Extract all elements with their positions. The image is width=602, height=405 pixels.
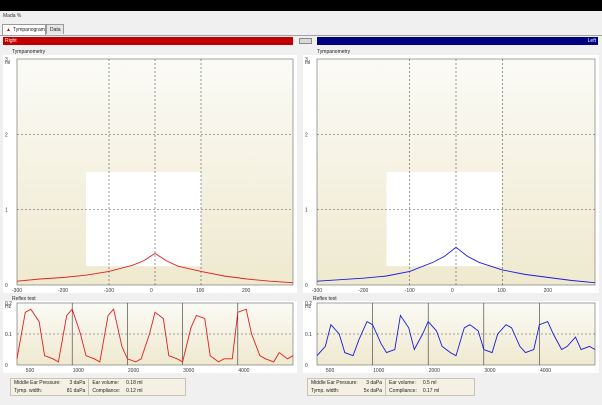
- x-tick-label: 1000: [373, 368, 384, 373]
- x-tick-label: 2000: [429, 368, 440, 373]
- y-tick-label: 2: [305, 132, 308, 138]
- x-tick-label: -100: [104, 288, 114, 293]
- y-unit-label: ml: [5, 60, 10, 66]
- tab-strip: ▲ Tympanogram Data: [0, 21, 602, 36]
- series-line: [316, 246, 596, 284]
- left-tymp-width-value: 5x daPa: [360, 387, 387, 395]
- x-tick-label: -200: [358, 288, 368, 293]
- x-tick-label: 4000: [540, 368, 551, 373]
- right-tymp-title: Tympanometry: [12, 49, 46, 55]
- left-compliance-value: 0.17 ml: [422, 388, 440, 394]
- x-tick-label: 1000: [73, 368, 84, 373]
- right-ear-volume-label: Ear volume:: [92, 380, 120, 386]
- x-tick-label: 200: [242, 288, 251, 293]
- left-reflex-title: Reflex test: [313, 296, 337, 302]
- right-ear-label: Right: [5, 38, 17, 44]
- right-reflex-chart: 0 0.1 0.2Hz 500 1000 2000 3000 4000: [3, 301, 297, 373]
- x-tick-label: 200: [544, 288, 553, 293]
- y-tick-label: 1: [305, 208, 308, 214]
- x-tick-label: -200: [58, 288, 68, 293]
- y-tick-label: 3: [5, 57, 8, 63]
- y-tick-label: 0: [305, 283, 308, 289]
- series-line: [16, 252, 294, 284]
- ear-toggle-button[interactable]: [299, 38, 312, 44]
- left-tymp-plot: 0 1 2 3ml -300 -200 -100 0 100 200: [305, 57, 596, 293]
- right-compliance-label: Compliance:: [92, 388, 121, 394]
- tab-tympanogram-label: Tympanogram: [12, 27, 45, 33]
- left-ear-volume-value: 0.5 ml: [422, 380, 437, 386]
- x-tick-label: -300: [312, 288, 322, 293]
- x-tick-label: -300: [12, 288, 22, 293]
- y-tick-label: 0.2: [5, 301, 12, 307]
- left-reflex-chart: 0 0.1 0.2Hz 500 1000 2000 3000 4000: [303, 301, 599, 373]
- right-tymp-chart: 0 1 2 3ml -300 -200 -100 0 100 200: [3, 55, 297, 293]
- x-tick-label: 3000: [183, 368, 194, 373]
- y-tick-label: 0.1: [5, 332, 12, 338]
- y-tick-label: 0.2: [305, 301, 312, 307]
- y-tick-label: 0: [5, 363, 8, 369]
- window-title: Mada %: [3, 13, 22, 19]
- y-tick-label: 2: [5, 132, 8, 138]
- left-results-table: Middle Ear Pressure: 3 daPa Ear volume: …: [307, 378, 475, 396]
- measurement-window: [386, 172, 503, 267]
- series-line: [316, 314, 596, 357]
- x-tick-label: 2000: [128, 368, 139, 373]
- right-tymp-plot: 0 1 2 3ml -300 -200 -100 0 100 200: [5, 57, 294, 293]
- x-tick-label: 0: [150, 288, 153, 293]
- y-tick-label: 3: [305, 57, 308, 63]
- menu-bar: Mada %: [0, 11, 602, 21]
- left-tymp-chart: 0 1 2 3ml -300 -200 -100 0 100 200: [303, 55, 599, 293]
- tab-tympanogram[interactable]: ▲ Tympanogram: [2, 24, 46, 35]
- right-results-table: Middle Ear Pressure: 3 daPa Ear volume: …: [10, 378, 186, 396]
- y-unit-label: ml: [305, 60, 310, 66]
- left-tymp-title: Tympanometry: [317, 49, 351, 55]
- right-ear-bar[interactable]: Right: [3, 37, 293, 45]
- x-tick-label: 100: [497, 288, 506, 293]
- left-mep-label: Middle Ear Pressure:: [311, 380, 358, 386]
- x-tick-label: -100: [405, 288, 415, 293]
- tympanogram-icon: ▲: [6, 27, 11, 33]
- right-mep-value: 3 daPa: [63, 379, 90, 387]
- x-tick-label: 100: [196, 288, 205, 293]
- x-tick-label: 3000: [484, 368, 495, 373]
- y-tick-label: 1: [5, 208, 8, 214]
- measurement-window: [86, 172, 201, 267]
- right-tymp-width-value: 81 daPa: [63, 387, 90, 395]
- right-reflex-title: Reflex test: [12, 296, 36, 302]
- y-tick-label: 0: [5, 283, 8, 289]
- y-unit-label: Hz: [305, 304, 312, 310]
- y-unit-label: Hz: [5, 304, 12, 310]
- x-tick-label: 0: [451, 288, 454, 293]
- window-title-bar: [0, 0, 602, 11]
- tab-data[interactable]: Data: [46, 24, 64, 34]
- x-tick-label: 4000: [238, 368, 249, 373]
- left-tymp-width-label: Tymp. width:: [311, 388, 340, 394]
- tab-data-label: Data: [50, 27, 61, 33]
- left-mep-value: 3 daPa: [360, 379, 387, 387]
- y-tick-label: 0.1: [305, 332, 312, 338]
- left-ear-volume-label: Ear volume:: [389, 380, 416, 386]
- x-tick-label: 500: [26, 368, 35, 373]
- right-ear-volume-value: 0.18 ml: [126, 380, 143, 386]
- left-ear-label: Left: [587, 38, 596, 44]
- x-tick-label: 500: [326, 368, 335, 373]
- right-tymp-width-label: Tymp. width:: [14, 388, 43, 394]
- left-reflex-plot: 0 0.1 0.2Hz 500 1000 2000 3000 4000: [305, 301, 596, 373]
- right-reflex-plot: 0 0.1 0.2Hz 500 1000 2000 3000 4000: [5, 301, 294, 373]
- left-compliance-label: Compliance:: [389, 388, 417, 394]
- left-ear-bar[interactable]: Left: [317, 37, 598, 45]
- y-tick-label: 0: [305, 363, 308, 369]
- right-mep-label: Middle Ear Pressure:: [14, 380, 61, 386]
- right-compliance-value: 0.12 ml: [126, 388, 143, 394]
- series-line: [16, 308, 294, 363]
